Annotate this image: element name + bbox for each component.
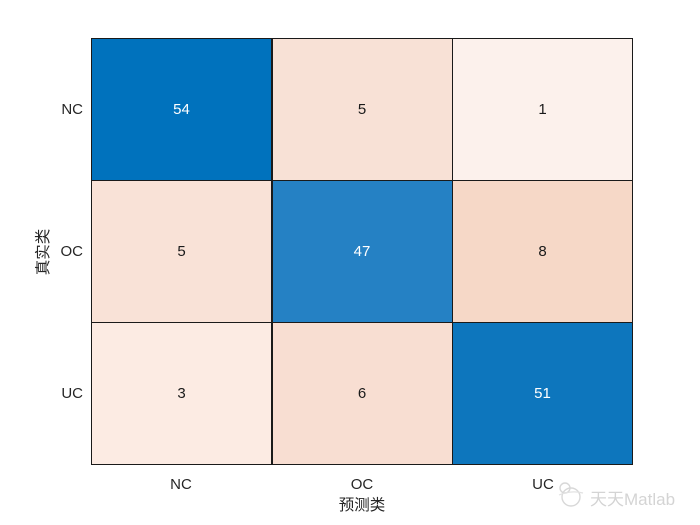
x-tick-label-uc: UC — [532, 476, 554, 493]
cell-value: 5 — [177, 242, 186, 260]
watermark: 天天Matlab — [556, 481, 675, 513]
confusion-matrix-grid: 54 5 1 5 47 8 3 6 51 — [91, 38, 633, 465]
overlapping-circles-logo-icon — [556, 481, 586, 513]
matrix-cell-r1c0: 5 — [92, 181, 271, 322]
y-tick-label-nc: NC — [61, 101, 83, 118]
matrix-cell-r2c0: 3 — [92, 323, 271, 464]
cell-value: 3 — [177, 385, 186, 403]
matrix-cell-r0c0: 54 — [92, 39, 271, 180]
cell-value: 1 — [538, 100, 547, 118]
x-tick-label-nc: NC — [170, 476, 192, 493]
watermark-text: 天天Matlab — [590, 489, 676, 509]
y-tick-label-oc: OC — [60, 243, 84, 260]
matrix-cell-r1c1: 47 — [272, 181, 452, 322]
cell-value: 47 — [353, 242, 371, 260]
x-tick-label-oc: OC — [350, 476, 374, 493]
cell-value: 5 — [357, 100, 367, 118]
matrix-cell-r2c2: 51 — [453, 323, 632, 464]
matrix-cell-r0c2: 1 — [453, 39, 632, 180]
x-axis-label: 预测类 — [338, 497, 386, 514]
cell-value: 54 — [173, 100, 190, 118]
y-axis-label: 真实类 — [35, 228, 52, 276]
cell-value: 8 — [538, 242, 547, 260]
cell-value: 51 — [534, 385, 551, 403]
matrix-cell-r0c1: 5 — [272, 39, 452, 180]
cell-value: 6 — [357, 385, 367, 403]
matrix-cell-r1c2: 8 — [453, 181, 632, 322]
matrix-cell-r2c1: 6 — [272, 323, 452, 464]
y-tick-label-uc: UC — [61, 385, 83, 402]
